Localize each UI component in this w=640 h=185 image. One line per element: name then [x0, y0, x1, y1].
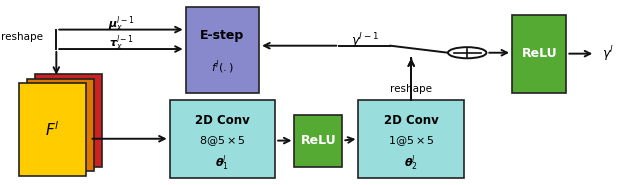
FancyBboxPatch shape: [512, 15, 566, 92]
Text: $\gamma^{l-1}$: $\gamma^{l-1}$: [351, 31, 379, 50]
Text: $\boldsymbol{\mu}_x^{l-1}$: $\boldsymbol{\mu}_x^{l-1}$: [108, 14, 135, 34]
FancyBboxPatch shape: [27, 79, 94, 171]
FancyBboxPatch shape: [294, 115, 342, 166]
Text: $\mathit{F}^l$: $\mathit{F}^l$: [45, 120, 60, 139]
Text: $\boldsymbol{\theta}_1^l$: $\boldsymbol{\theta}_1^l$: [216, 154, 229, 173]
Text: $\boldsymbol{\tau}_x^{l-1}$: $\boldsymbol{\tau}_x^{l-1}$: [109, 34, 134, 53]
Text: 2D Conv: 2D Conv: [195, 114, 250, 127]
FancyBboxPatch shape: [186, 7, 259, 93]
Text: reshape: reshape: [1, 32, 44, 42]
Text: reshape: reshape: [390, 84, 432, 94]
FancyBboxPatch shape: [358, 100, 464, 178]
FancyBboxPatch shape: [35, 74, 102, 166]
Text: 2D Conv: 2D Conv: [384, 114, 438, 127]
Text: $\boldsymbol{\theta}_2^l$: $\boldsymbol{\theta}_2^l$: [404, 154, 418, 173]
FancyBboxPatch shape: [170, 100, 275, 178]
Text: E-step: E-step: [200, 29, 244, 42]
Text: ReLU: ReLU: [522, 47, 557, 60]
Text: $f^l(.)$: $f^l(.)$: [211, 58, 234, 76]
Text: $\gamma^l$: $\gamma^l$: [602, 44, 614, 63]
FancyBboxPatch shape: [19, 83, 86, 176]
Text: ReLU: ReLU: [301, 134, 336, 147]
Text: $1@5\times 5$: $1@5\times 5$: [388, 134, 435, 148]
Text: $8@5\times 5$: $8@5\times 5$: [199, 134, 246, 148]
